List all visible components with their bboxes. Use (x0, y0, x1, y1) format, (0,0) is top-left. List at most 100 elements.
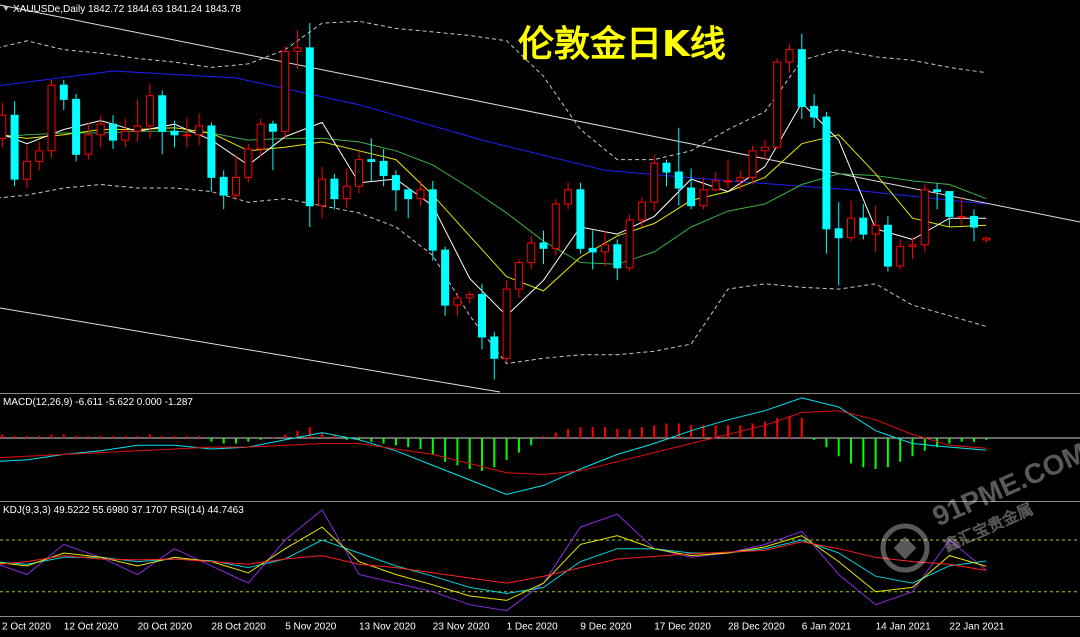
candle-body (330, 178, 339, 200)
candle-body (883, 224, 892, 267)
histogram-bar (13, 436, 16, 439)
x-tick-label: 20 Oct 2020 (138, 622, 193, 633)
histogram-bar (370, 438, 373, 442)
histogram-bar (591, 427, 594, 439)
candle-body (367, 159, 376, 162)
candle-body (933, 189, 942, 193)
indicator-line (0, 410, 987, 476)
x-axis: 2 Oct 2020 12 Oct 2020 20 Oct 2020 28 Oct 2… (2, 622, 1005, 633)
candle-body (699, 189, 708, 207)
histogram-bar (444, 438, 447, 462)
x-tick-label: 12 Oct 2020 (64, 622, 119, 633)
histogram-bar (124, 436, 127, 439)
histogram-bar (1, 434, 4, 439)
histogram-bar (616, 428, 619, 439)
candle-body (391, 175, 400, 191)
candle-body (773, 61, 782, 148)
open-readout: 1842.72 (88, 4, 125, 15)
candle-body (182, 134, 191, 137)
candle-body (219, 176, 228, 196)
candle-body (637, 201, 646, 221)
histogram-bar (960, 438, 963, 442)
trend-line (0, 307, 501, 393)
x-tick-label: 2 Oct 2020 (2, 622, 51, 633)
histogram-bar (419, 438, 422, 449)
candle-body (342, 185, 351, 200)
candle-body (613, 244, 622, 269)
chart-header: XAUUSDe,Daily 1842.72 1844.63 1841.24 18… (13, 4, 241, 15)
histogram-bar (948, 438, 951, 444)
histogram-bar (75, 436, 78, 439)
candle-body (982, 237, 991, 241)
histogram-bar (567, 428, 570, 439)
candle-body (195, 125, 204, 136)
watermark-logo (893, 536, 917, 560)
candle-body (59, 84, 68, 100)
candle-body (96, 123, 105, 136)
indicator-label: RSI(14) (170, 505, 204, 516)
candle-body (650, 162, 659, 203)
candle-body (244, 148, 253, 178)
x-tick-label: 23 Nov 2020 (433, 622, 490, 633)
histogram-bar (936, 438, 939, 448)
candle-body (256, 123, 265, 150)
candle-body (404, 189, 413, 200)
indicator-line (0, 183, 987, 365)
close-readout: 1843.78 (205, 4, 242, 15)
x-tick-label: 14 Jan 2021 (876, 622, 931, 633)
histogram-bar (677, 423, 680, 439)
high-readout: 1844.63 (127, 4, 164, 15)
candle-body (109, 123, 117, 141)
macd-header: MACD(12,26,9) -6.611 -5.622 0.000 -1.287 (3, 397, 193, 408)
histogram-bar (653, 425, 656, 439)
indicator-label: KDJ(9,3,3) (3, 505, 51, 516)
readout: 49.5222 (54, 505, 91, 516)
histogram-bar (702, 425, 705, 439)
candle-body (736, 176, 745, 182)
macd-panel (0, 397, 1080, 496)
candle-body (945, 191, 954, 217)
histogram-bar (751, 423, 754, 439)
histogram-bar (788, 416, 791, 439)
histogram-bar (973, 438, 975, 442)
histogram-bar (99, 436, 102, 439)
histogram-bar (825, 438, 828, 448)
histogram-bar (837, 438, 840, 457)
symbol: XAUUSDe,Daily (13, 4, 85, 15)
candle-body (539, 242, 548, 249)
histogram-bar (763, 421, 766, 439)
histogram-bar (579, 427, 582, 439)
candle-body (72, 98, 81, 155)
candle-body (145, 95, 154, 127)
candle-body (133, 125, 142, 132)
candle-body (318, 178, 327, 207)
candle-body (170, 130, 179, 136)
histogram-bar (714, 425, 717, 439)
watermark-logo (880, 523, 930, 573)
readout: -6.611 (75, 397, 103, 408)
candle-body (871, 224, 880, 235)
candle-body (822, 116, 831, 230)
histogram-bar (210, 438, 213, 442)
histogram-bar (727, 425, 729, 439)
histogram-bar (776, 417, 779, 439)
histogram-bar (321, 432, 324, 439)
candle-body (564, 189, 573, 205)
x-tick-label: 13 Nov 2020 (359, 622, 416, 633)
histogram-bar (468, 438, 471, 470)
candle-body (711, 180, 720, 191)
histogram-bar (38, 436, 41, 439)
histogram-bar (862, 438, 865, 468)
histogram-bar (198, 436, 201, 439)
symbol-icon (3, 6, 9, 11)
histogram-bar (886, 438, 889, 468)
histogram-bar (690, 425, 693, 439)
histogram-bar (358, 438, 360, 440)
x-tick-label: 28 Dec 2020 (728, 622, 785, 633)
histogram-bar (640, 427, 643, 439)
candle-body (281, 50, 290, 132)
indicator-line (0, 130, 987, 265)
candle-body (588, 247, 597, 253)
histogram-bar (112, 436, 114, 439)
